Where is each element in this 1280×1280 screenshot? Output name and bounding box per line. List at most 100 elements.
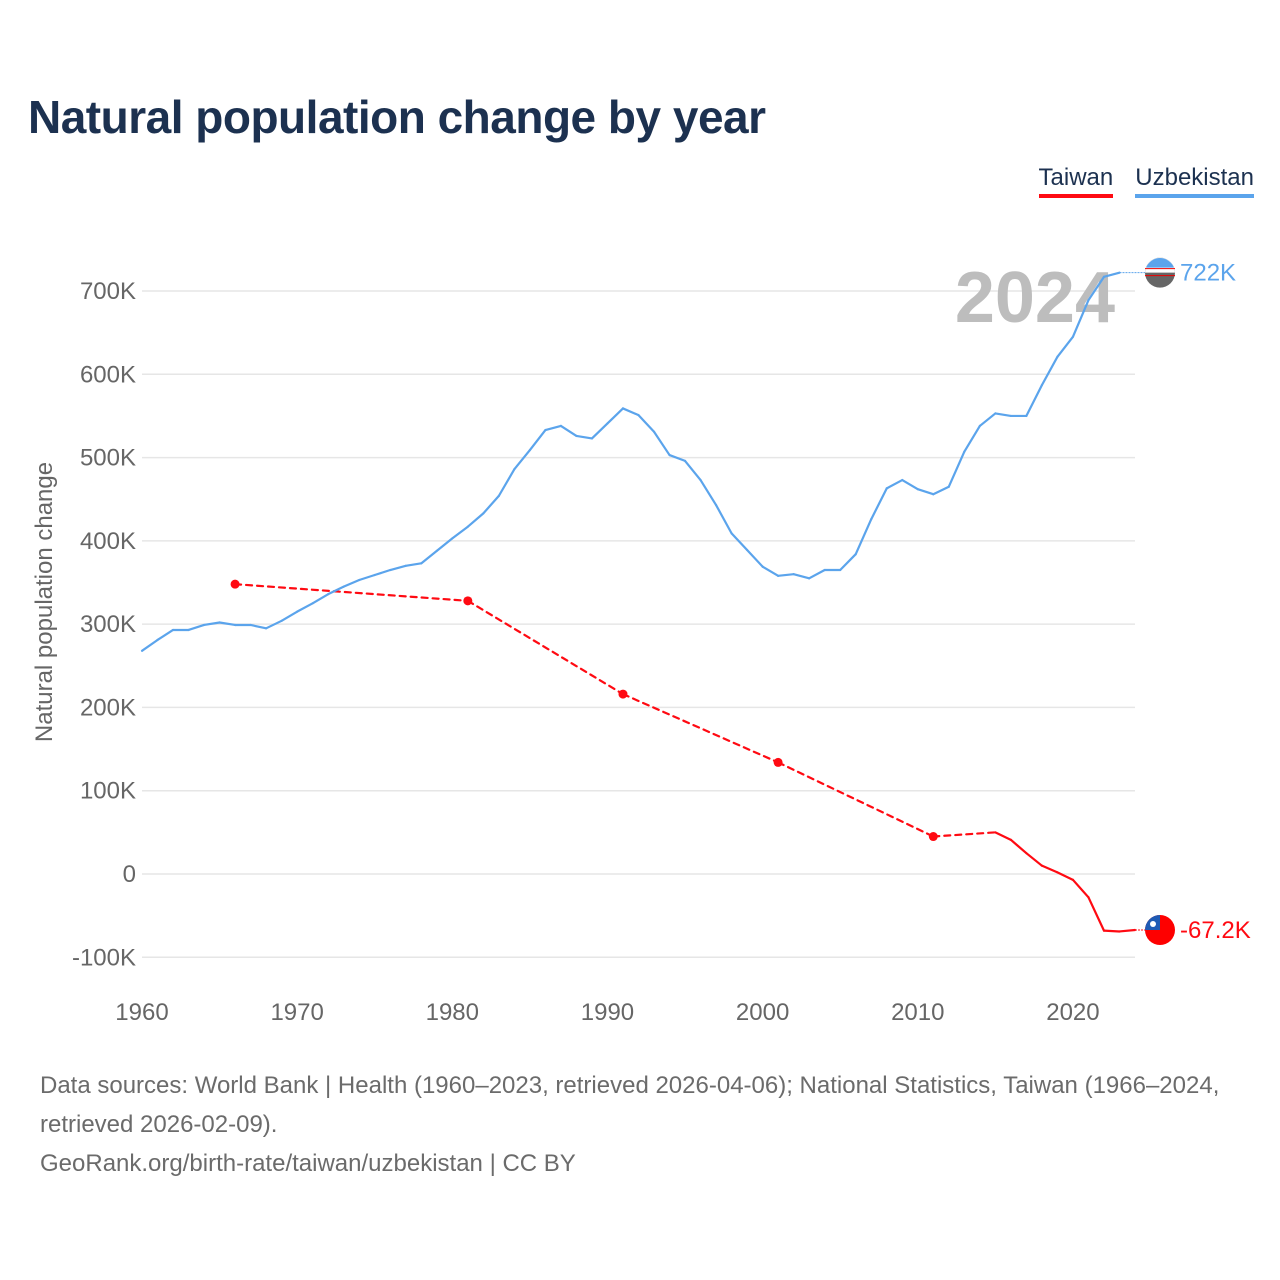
taiwan-segment [1102, 929, 1121, 933]
uzbekistan-segment [777, 573, 795, 577]
x-tick-label: 2020 [1046, 999, 1099, 1026]
uzbekistan-segment [714, 503, 733, 535]
uzbekistan-segment [420, 549, 438, 565]
chart-title: Natural population change by year [28, 91, 766, 143]
taiwan-segment [1040, 864, 1059, 874]
uzbekistan-segment [994, 412, 1012, 418]
taiwan-segment [932, 831, 997, 838]
uzbekistan-segment [265, 619, 283, 630]
taiwan-segment [1025, 852, 1044, 867]
uzbekistan-segment [1056, 335, 1075, 358]
taiwan-point [928, 832, 938, 842]
y-tick-label: 600K [80, 361, 136, 388]
uzbekistan-segment [389, 564, 407, 572]
uzbekistan-segment [916, 488, 935, 496]
taiwan-flag-sun [1150, 920, 1156, 927]
x-tick-label: 1970 [270, 999, 323, 1026]
y-axis-label: Natural population change [31, 462, 58, 742]
uzbekistan-segment [296, 602, 314, 613]
taiwan-segment [466, 599, 625, 696]
uzbekistan-segment [637, 413, 656, 433]
uzbekistan-segment [497, 468, 516, 497]
uzbekistan-segment [1087, 275, 1106, 302]
uzbekistan-segment [621, 407, 640, 417]
y-tick-label: 0 [123, 861, 136, 888]
uzbekistan-flag-blue [1146, 258, 1174, 268]
taiwan-segment [1118, 928, 1137, 933]
uzbekistan-segment [482, 494, 500, 515]
legend-uzbekistan[interactable]: Uzbekistan [1135, 164, 1254, 198]
uzbekistan-segment [1071, 299, 1090, 338]
uzbekistan-segment [699, 478, 718, 507]
uzbekistan-segment [870, 487, 888, 521]
uzbekistan-segment [606, 407, 625, 425]
uzbekistan-segment [901, 478, 919, 491]
uzbekistan-segment [1025, 384, 1044, 418]
uzbekistan-segment [513, 448, 531, 471]
uzbekistan-segment [730, 532, 749, 552]
uzbekistan-segment [1040, 355, 1059, 387]
uzbekistan-segment [683, 459, 702, 482]
y-tick-label: 200K [80, 694, 136, 721]
y-tick-label: 500K [80, 445, 136, 472]
uzbekistan-segment [187, 623, 206, 632]
uzbekistan-segment [885, 478, 904, 490]
taiwan-point [463, 596, 473, 606]
year-watermark: 2024 [955, 258, 1115, 338]
uzbekistan-segment [327, 585, 345, 596]
uzbekistan-segment [202, 621, 221, 627]
uzbekistan-segment [792, 573, 811, 580]
uzbekistan-segment [559, 424, 578, 438]
x-tick-label: 1980 [426, 999, 479, 1026]
uzbekistan-segment [963, 424, 981, 453]
footer: Data sources: World Bank | Health (1960–… [40, 1066, 1250, 1183]
y-tick-label: -100K [72, 944, 136, 971]
uzbekistan-segment [590, 422, 609, 440]
taiwan-segment [233, 583, 469, 602]
uzbekistan-segment [404, 562, 423, 567]
y-tick-label: 100K [80, 778, 136, 805]
y-tick-label: 300K [80, 611, 136, 638]
taiwan-segment [1009, 838, 1028, 855]
uzbekistan-segment [280, 610, 299, 622]
uzbekistan-segment [466, 512, 485, 528]
x-tick-label: 2010 [891, 999, 944, 1026]
legend: Taiwan Uzbekistan [1038, 164, 1254, 198]
uzbekistan-segment [451, 525, 469, 540]
uzbekistan-segment [373, 568, 392, 577]
uzbekistan-segment [652, 430, 671, 457]
uzbekistan-segment [249, 623, 268, 630]
uzbekistan-segment [156, 628, 175, 642]
x-tick-label: 1960 [115, 999, 168, 1026]
uzbekistan-segment [218, 621, 237, 627]
y-tick-label: 400K [80, 528, 136, 555]
data-sources: Data sources: World Bank | Health (1960–… [40, 1072, 1220, 1138]
uzbekistan-segment [342, 578, 361, 588]
uzbekistan-segment [808, 568, 826, 580]
taiwan-end-label: -67.2K [1180, 917, 1251, 944]
uzbekistan-segment [528, 428, 547, 452]
uzbekistan-segment [978, 412, 997, 428]
credit-link[interactable]: GeoRank.org/birth-rate/taiwan/uzbekistan… [40, 1150, 576, 1177]
uzbekistan-segment [932, 485, 950, 496]
taiwan-segment [1071, 878, 1090, 899]
uzbekistan-segment [575, 434, 594, 440]
uzbekistan-segment [311, 593, 330, 605]
uzbekistan-segment [358, 573, 376, 582]
taiwan-segment [1087, 896, 1106, 932]
legend-taiwan[interactable]: Taiwan [1038, 164, 1114, 198]
x-tick-label: 2000 [736, 999, 789, 1026]
uzbekistan-segment [1102, 271, 1121, 278]
taiwan-point [230, 579, 240, 589]
uzbekistan-segment [947, 450, 966, 488]
taiwan-segment [994, 831, 1012, 841]
uzbekistan-segment [839, 553, 857, 572]
taiwan-segment [621, 693, 780, 764]
uzbekistan-segment [746, 548, 764, 568]
y-tick-label: 700K [80, 278, 136, 305]
uzbekistan-segment [854, 518, 873, 556]
taiwan-point [618, 689, 628, 699]
uzbekistan-segment [140, 638, 159, 652]
uzbekistan-segment [761, 565, 780, 577]
